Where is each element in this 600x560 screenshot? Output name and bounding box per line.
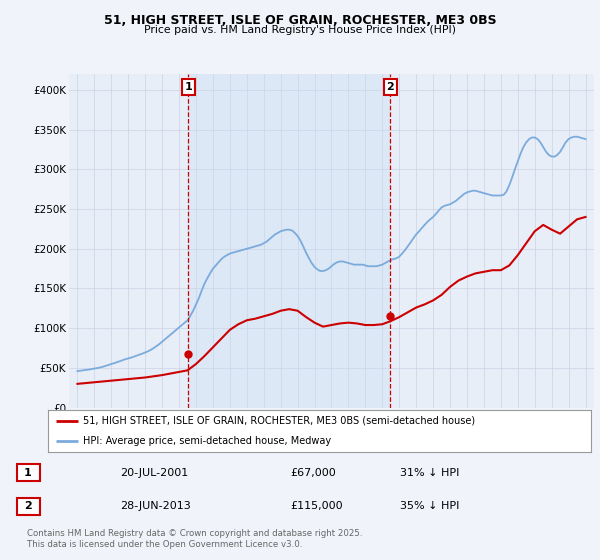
Text: Contains HM Land Registry data © Crown copyright and database right 2025.: Contains HM Land Registry data © Crown c… [27,529,362,538]
Text: 51, HIGH STREET, ISLE OF GRAIN, ROCHESTER, ME3 0BS: 51, HIGH STREET, ISLE OF GRAIN, ROCHESTE… [104,14,496,27]
Text: £115,000: £115,000 [290,501,343,511]
Text: Price paid vs. HM Land Registry's House Price Index (HPI): Price paid vs. HM Land Registry's House … [144,25,456,35]
Text: 51, HIGH STREET, ISLE OF GRAIN, ROCHESTER, ME3 0BS (semi-detached house): 51, HIGH STREET, ISLE OF GRAIN, ROCHESTE… [83,416,475,426]
Text: 1: 1 [24,468,32,478]
Text: HPI: Average price, semi-detached house, Medway: HPI: Average price, semi-detached house,… [83,436,331,446]
Text: This data is licensed under the Open Government Licence v3.0.: This data is licensed under the Open Gov… [27,540,302,549]
FancyBboxPatch shape [17,498,40,515]
Text: £67,000: £67,000 [290,468,336,478]
Text: 1: 1 [185,82,192,92]
Text: 28-JUN-2013: 28-JUN-2013 [120,501,191,511]
FancyBboxPatch shape [17,464,40,481]
Text: 2: 2 [24,501,32,511]
Text: 2: 2 [386,82,394,92]
Bar [188,74,391,408]
Text: 35% ↓ HPI: 35% ↓ HPI [400,501,460,511]
Text: 31% ↓ HPI: 31% ↓ HPI [400,468,460,478]
Text: 20-JUL-2001: 20-JUL-2001 [120,468,188,478]
